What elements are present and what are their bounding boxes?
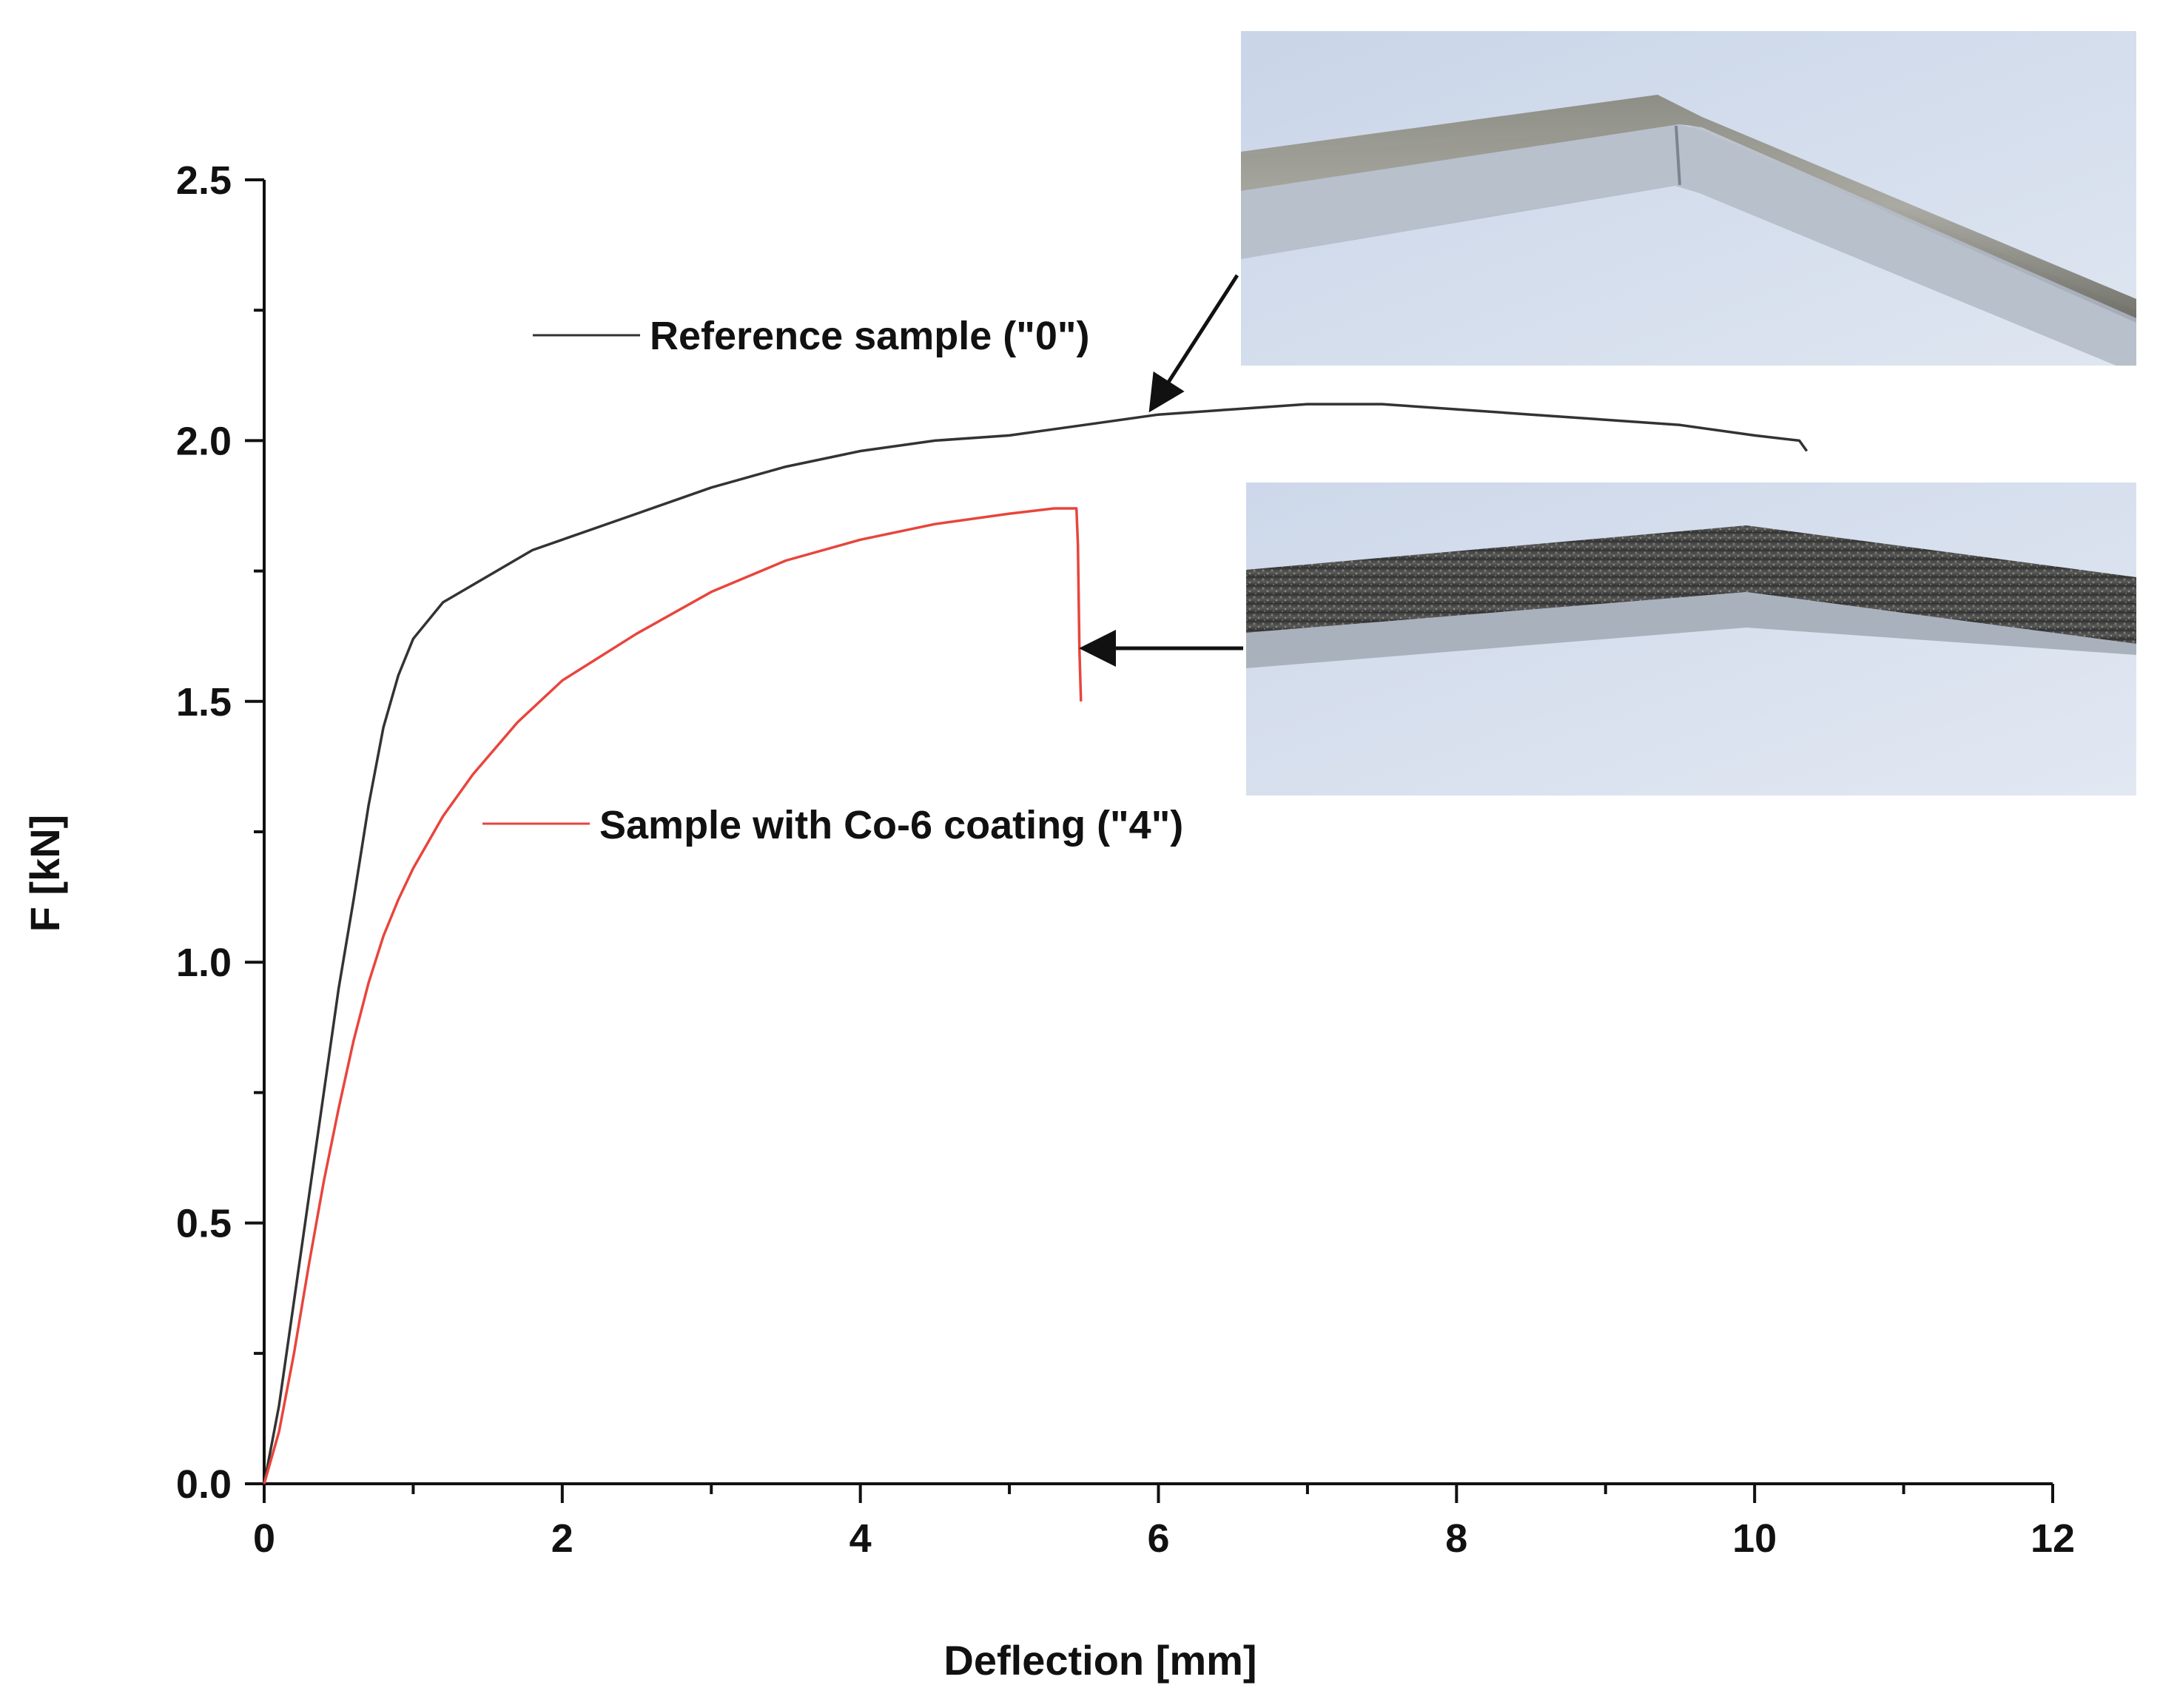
y-tick-label: 1.0 xyxy=(176,941,232,985)
x-tick-label: 4 xyxy=(849,1516,872,1561)
y-tick-label: 2.5 xyxy=(176,158,232,203)
x-tick-label: 0 xyxy=(253,1516,275,1561)
y-tick-label: 2.0 xyxy=(176,419,232,463)
series-layer xyxy=(263,403,1809,1485)
legend-label-coated: Sample with Co-6 coating ("4") xyxy=(599,803,1183,847)
series-line-coated xyxy=(263,507,1083,1485)
legend-label-reference: Reference sample ("0") xyxy=(650,314,1089,358)
series-line-reference xyxy=(263,403,1809,1485)
coated-sample-photo xyxy=(1246,483,2136,796)
reference-sample-photo xyxy=(1241,31,2136,366)
y-axis-title: F [kN] xyxy=(21,815,68,932)
y-tick-label: 0.5 xyxy=(176,1202,232,1246)
x-tick-label: 6 xyxy=(1147,1516,1169,1561)
annotation-arrows xyxy=(1079,274,1243,667)
axes: 0 2 4 6 8 10 12 0.0 0.5 1.0 1.5 2.0 2.5 xyxy=(176,158,2075,1561)
y-tick-label: 1.5 xyxy=(176,680,232,724)
arrow-to-reference-curve xyxy=(1148,274,1239,413)
legend: Reference sample ("0") Sample with Co-6 … xyxy=(482,314,1183,847)
x-axis-title: Deflection [mm] xyxy=(943,1637,1256,1684)
x-tick-label: 8 xyxy=(1445,1516,1467,1561)
x-tick-label: 10 xyxy=(1732,1516,1777,1561)
x-tick-label: 12 xyxy=(2031,1516,2075,1561)
y-tick-label: 0.0 xyxy=(176,1462,232,1507)
x-tick-label: 2 xyxy=(551,1516,573,1561)
